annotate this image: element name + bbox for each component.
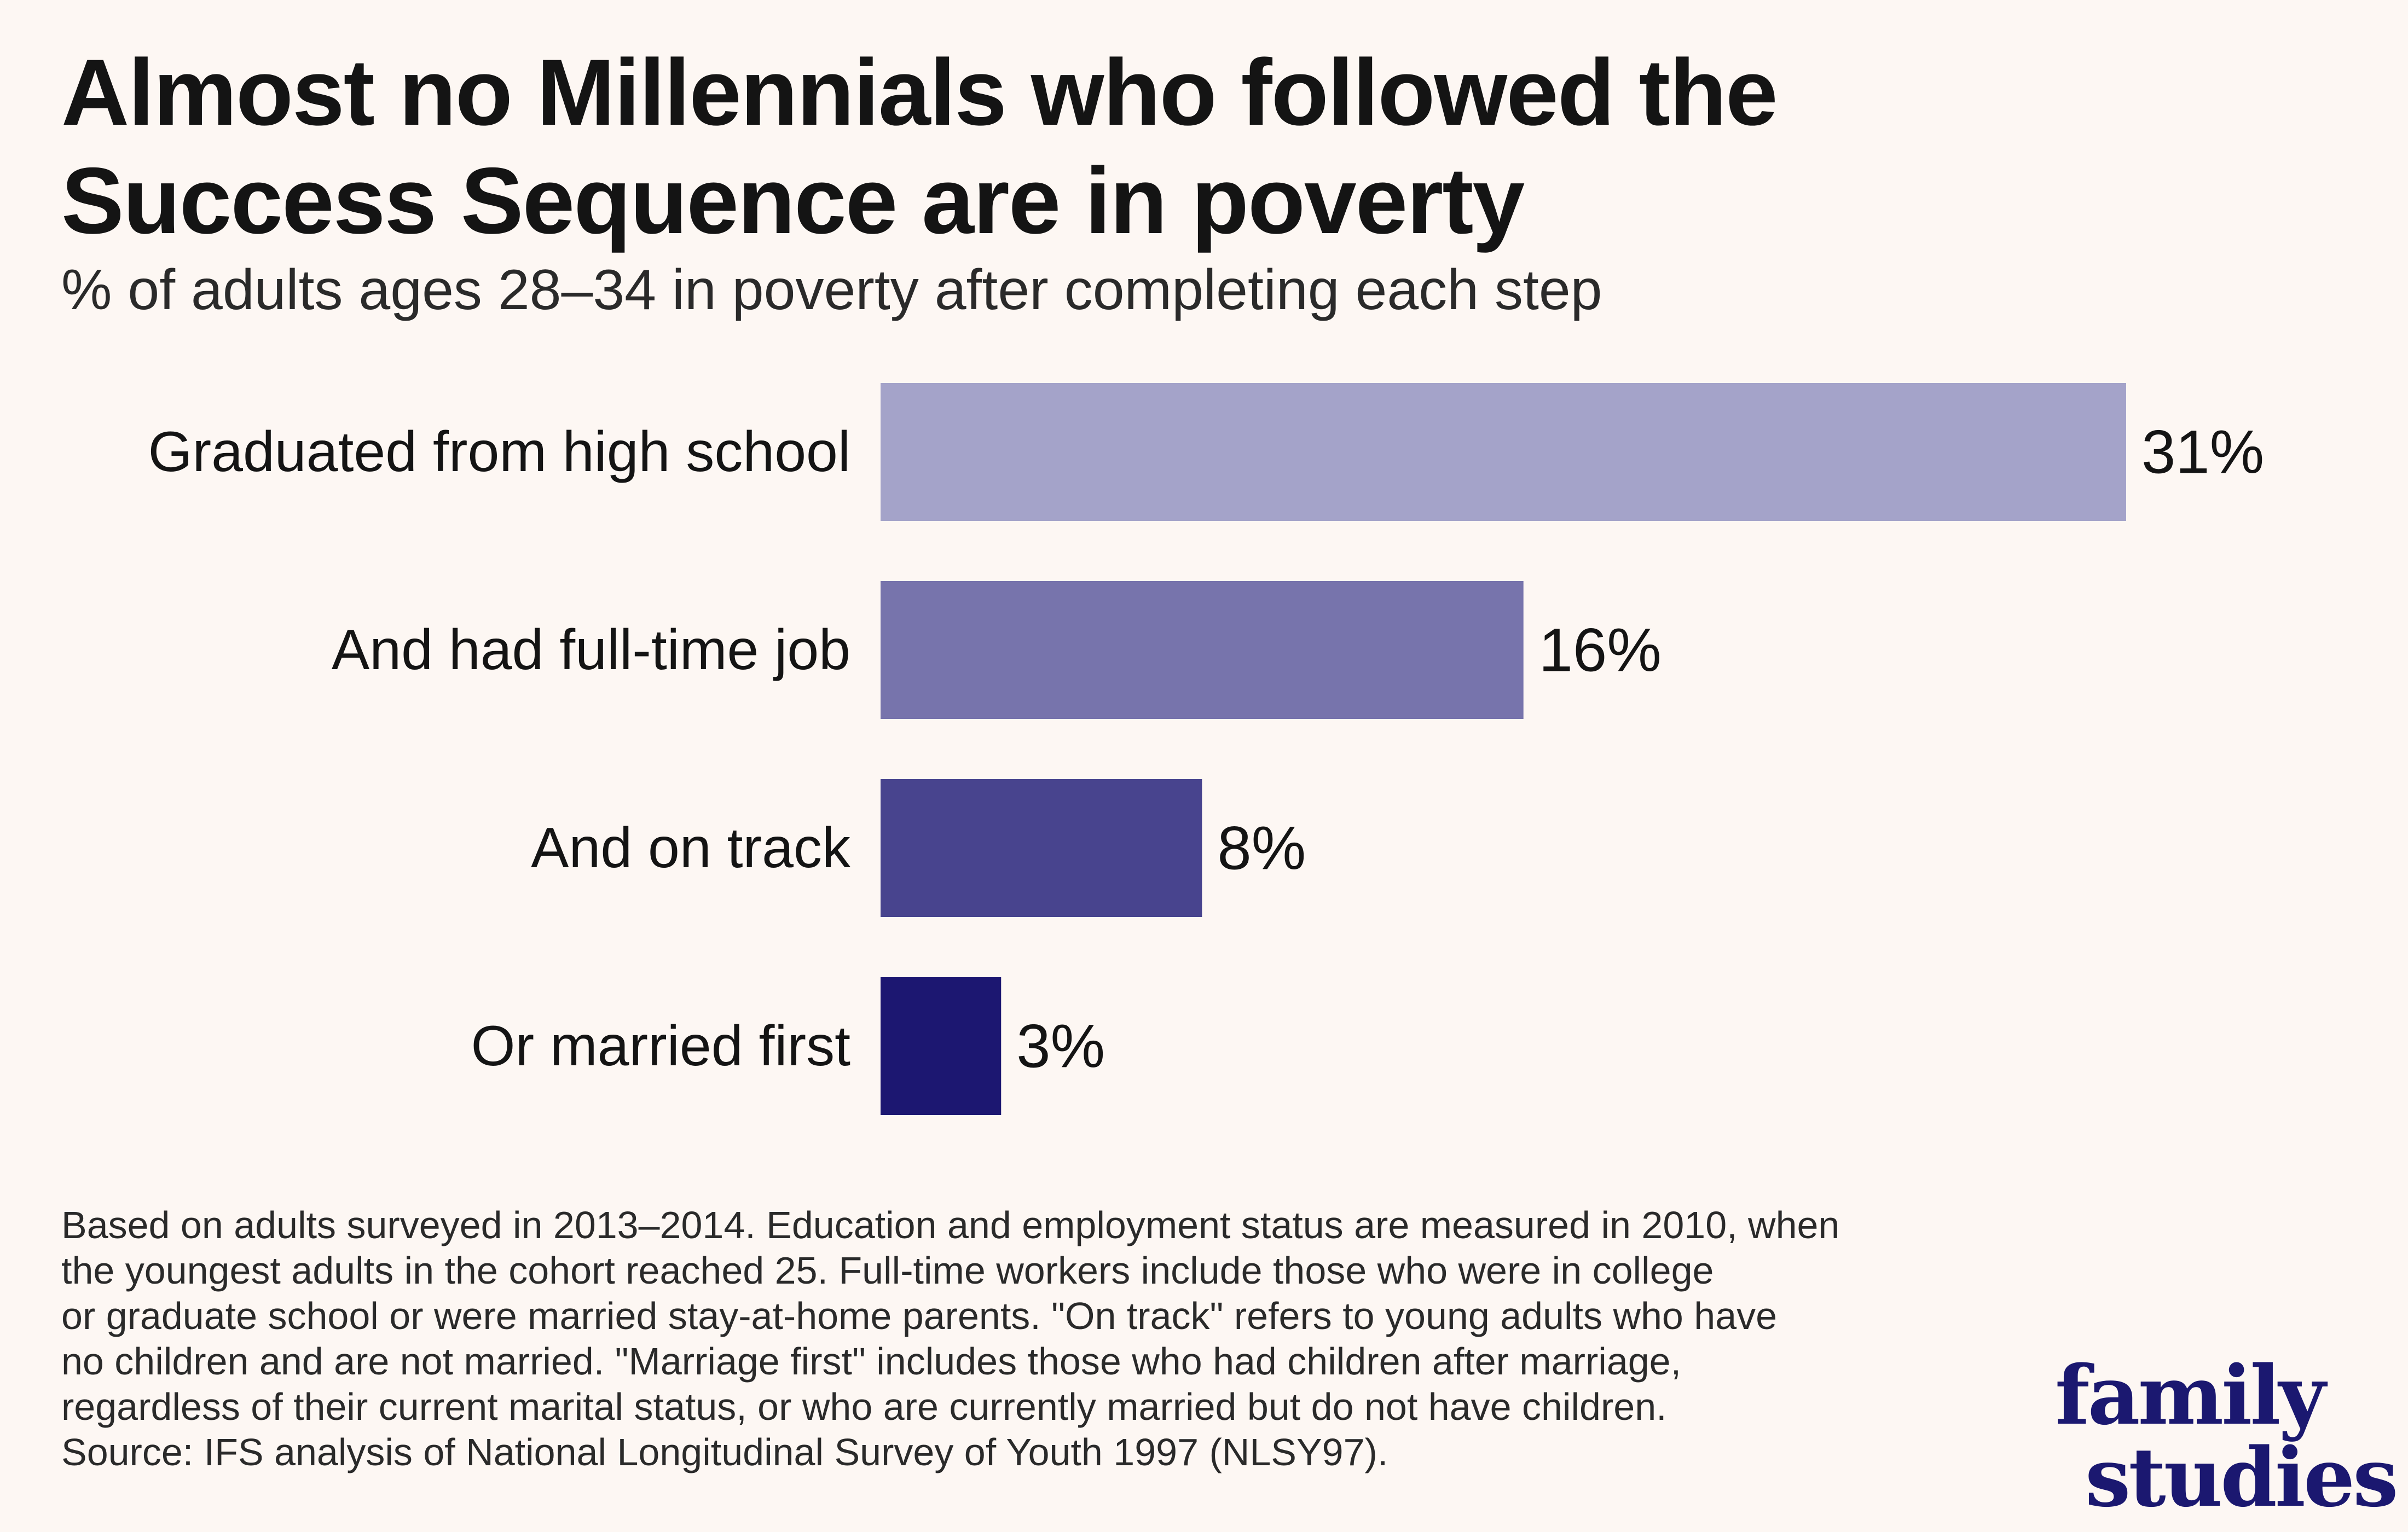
footnote-line: no children and are not married. "Marria…: [61, 1340, 1682, 1383]
bar-0: [881, 383, 2126, 521]
logo-line-studies: studies: [2085, 1430, 2398, 1525]
logo-line-family: family: [2055, 1348, 2326, 1443]
family-studies-logo: family studies: [2055, 1348, 2398, 1525]
category-label: Graduated from high school: [148, 420, 850, 484]
value-label: 3%: [1016, 1012, 1105, 1081]
footnote-line: Based on adults surveyed in 2013–2014. E…: [61, 1204, 1840, 1246]
category-label: Or married first: [471, 1014, 850, 1078]
chart-subtitle: % of adults ages 28–34 in poverty after …: [61, 258, 1602, 322]
footnote-line: the youngest adults in the cohort reache…: [61, 1249, 1714, 1292]
value-label: 16%: [1539, 616, 1662, 684]
value-label: 31%: [2141, 418, 2264, 486]
category-label: And had full-time job: [332, 618, 850, 682]
footnote-source: Source: IFS analysis of National Longitu…: [61, 1431, 1388, 1473]
bar-1: [881, 581, 1524, 719]
value-label: 8%: [1217, 814, 1306, 883]
footnote: Based on adults surveyed in 2013–2014. E…: [61, 1203, 2031, 1475]
bar-3: [881, 977, 1002, 1115]
bar-2: [881, 779, 1202, 917]
footnote-line: or graduate school or were married stay-…: [61, 1295, 1778, 1337]
category-label: And on track: [531, 816, 851, 880]
chart-title: Almost no Millennials who followed the S…: [61, 40, 1778, 253]
footnote-line: regardless of their current marital stat…: [61, 1385, 1667, 1428]
